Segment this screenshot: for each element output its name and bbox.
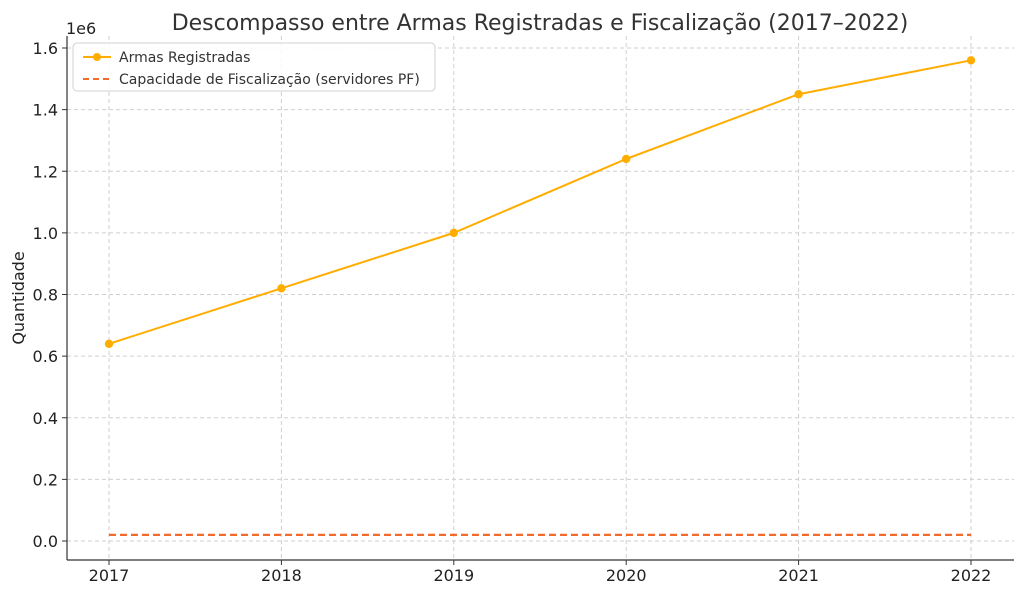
y-axis-label: Quantidade: [9, 251, 28, 344]
legend-label: Capacidade de Fiscalização (servidores P…: [119, 72, 420, 88]
axes: 2017 2018 2019 2020 2021 2022 0.0 0.2 0.4 0.6 0.8 1…: [33, 36, 1014, 585]
series-line-0: [108, 59, 972, 345]
data-point: [449, 228, 458, 238]
y-tick-label: 1.2: [33, 162, 58, 181]
y-tick-label: 0.0: [33, 532, 58, 551]
data-point: [622, 154, 631, 164]
y-scale-label: 1e6: [66, 19, 96, 38]
legend-box: [72, 42, 436, 92]
y-tick-label: 1.0: [33, 224, 58, 243]
x-tick-label: 2019: [433, 566, 474, 585]
y-tick-label: 0.6: [33, 347, 58, 366]
legend-swatch-marker: [93, 53, 101, 61]
grid: [67, 36, 1014, 560]
series-layer: [104, 56, 976, 536]
y-tick-label: 0.8: [33, 286, 58, 305]
x-tick-label: 2017: [89, 566, 130, 585]
x-tick-label: 2018: [261, 566, 302, 585]
x-tick-label: 2022: [951, 566, 992, 585]
y-tick-label: 1.6: [33, 39, 58, 58]
data-point: [277, 284, 286, 293]
data-point: [794, 90, 803, 99]
x-tick-label: 2021: [778, 566, 819, 585]
x-tick-label: 2020: [606, 566, 647, 585]
chart-title: Descompasso entre Armas Registradas e Fi…: [172, 11, 909, 36]
y-tick-label: 0.2: [33, 470, 58, 489]
data-point: [966, 56, 976, 65]
data-point: [104, 339, 114, 348]
y-tick-label: 0.4: [33, 409, 58, 428]
legend: Armas Registradas Capacidade de Fiscaliza…: [72, 42, 436, 92]
y-tick-label: 1.4: [33, 101, 58, 120]
legend-label: Armas Registradas: [119, 50, 250, 66]
